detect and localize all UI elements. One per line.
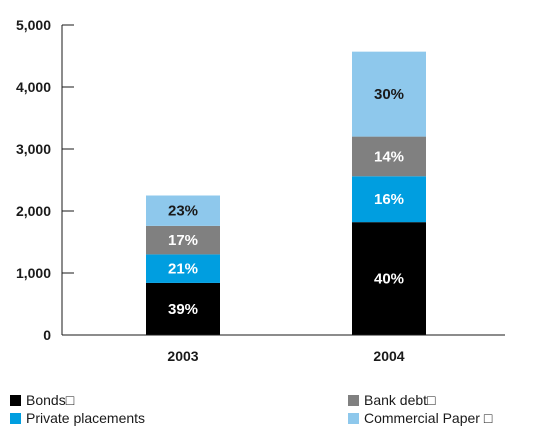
- y-tick-label: 3,000: [16, 141, 51, 157]
- bar-segment-label: 23%: [168, 203, 198, 220]
- bar-segment: [352, 51, 426, 137]
- bar-segment-label: 39%: [168, 301, 198, 318]
- bar-segment-label: 40%: [374, 271, 404, 288]
- y-tick-label: 0: [43, 327, 51, 343]
- bars: 39% 21% 17% 23% 40% 16% 14% 30%: [146, 51, 426, 335]
- bar-segment-label: 17%: [168, 232, 198, 249]
- y-tick-label: 5,000: [16, 17, 51, 33]
- bar-segment-label: 14%: [374, 148, 404, 165]
- bar-segment: [146, 225, 220, 255]
- y-tick-label: 1,000: [16, 265, 51, 281]
- bar-segment-label: 16%: [374, 191, 404, 208]
- bar-segment: [352, 222, 426, 335]
- x-tick-label: 2004: [373, 348, 404, 364]
- bar-segment: [146, 282, 220, 335]
- bar-segment-label: 21%: [168, 261, 198, 278]
- x-axis: 2003 2004: [62, 334, 505, 364]
- bar-segment: [352, 136, 426, 177]
- bar-segment: [146, 195, 220, 226]
- y-tick-label: 2,000: [16, 203, 51, 219]
- y-tick-label: 4,000: [16, 79, 51, 95]
- bar-segment: [146, 254, 220, 283]
- x-tick-label: 2003: [167, 348, 198, 364]
- bar-segment-label: 30%: [374, 86, 404, 103]
- bar-segment: [352, 176, 426, 223]
- y-axis: 0 1,000 2,000 3,000 4,000 5,000: [16, 17, 74, 343]
